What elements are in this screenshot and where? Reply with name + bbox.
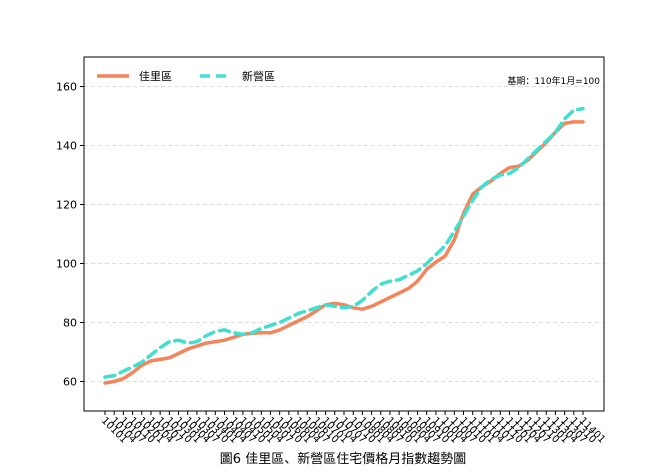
y-tick-label: 60 bbox=[63, 376, 77, 389]
annotation: 基期：110年1月=100 bbox=[507, 75, 600, 87]
series-line bbox=[103, 106, 585, 379]
chart-title: 圖6 佳里區、新營區住宅價格月指數趨勢圖 bbox=[220, 451, 466, 467]
legend-label: 佳里區 bbox=[139, 69, 172, 83]
y-tick-label: 160 bbox=[56, 81, 77, 94]
y-tick-label: 80 bbox=[63, 317, 77, 330]
y-tick-label: 140 bbox=[56, 140, 77, 153]
legend-label: 新營區 bbox=[242, 69, 275, 83]
y-tick-label: 120 bbox=[56, 199, 77, 212]
series-line bbox=[103, 120, 585, 385]
y-tick-label: 100 bbox=[56, 258, 77, 271]
